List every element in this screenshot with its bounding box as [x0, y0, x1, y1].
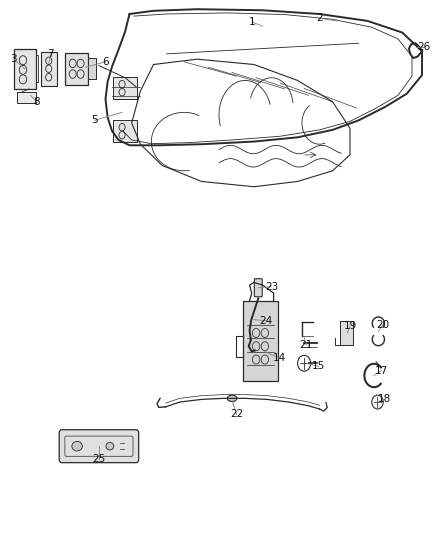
Text: 6: 6 [102, 57, 109, 67]
Text: 17: 17 [375, 366, 388, 376]
Text: 14: 14 [272, 353, 286, 363]
FancyBboxPatch shape [88, 58, 96, 79]
FancyBboxPatch shape [243, 301, 278, 381]
Text: 25: 25 [92, 454, 106, 464]
Text: 3: 3 [11, 54, 17, 64]
Text: 21: 21 [300, 340, 313, 350]
FancyBboxPatch shape [17, 92, 36, 103]
FancyBboxPatch shape [59, 430, 139, 463]
Text: 15: 15 [312, 361, 325, 372]
Text: 2: 2 [316, 13, 323, 23]
Text: 26: 26 [417, 43, 431, 52]
Ellipse shape [227, 395, 237, 401]
Text: 7: 7 [48, 49, 54, 59]
Text: 22: 22 [230, 409, 243, 419]
Text: 19: 19 [343, 321, 357, 331]
Text: 23: 23 [265, 282, 278, 292]
FancyBboxPatch shape [14, 49, 35, 89]
Text: 8: 8 [34, 96, 40, 107]
FancyBboxPatch shape [254, 279, 262, 297]
Text: 20: 20 [376, 320, 389, 330]
Text: 24: 24 [260, 316, 273, 326]
Text: 1: 1 [248, 17, 255, 27]
Ellipse shape [106, 442, 114, 450]
FancyBboxPatch shape [113, 77, 138, 99]
FancyBboxPatch shape [41, 52, 57, 86]
Text: 18: 18 [378, 394, 391, 405]
FancyBboxPatch shape [340, 321, 353, 345]
FancyBboxPatch shape [113, 120, 138, 142]
FancyBboxPatch shape [65, 53, 88, 85]
Text: 5: 5 [91, 115, 98, 125]
Ellipse shape [72, 441, 82, 451]
